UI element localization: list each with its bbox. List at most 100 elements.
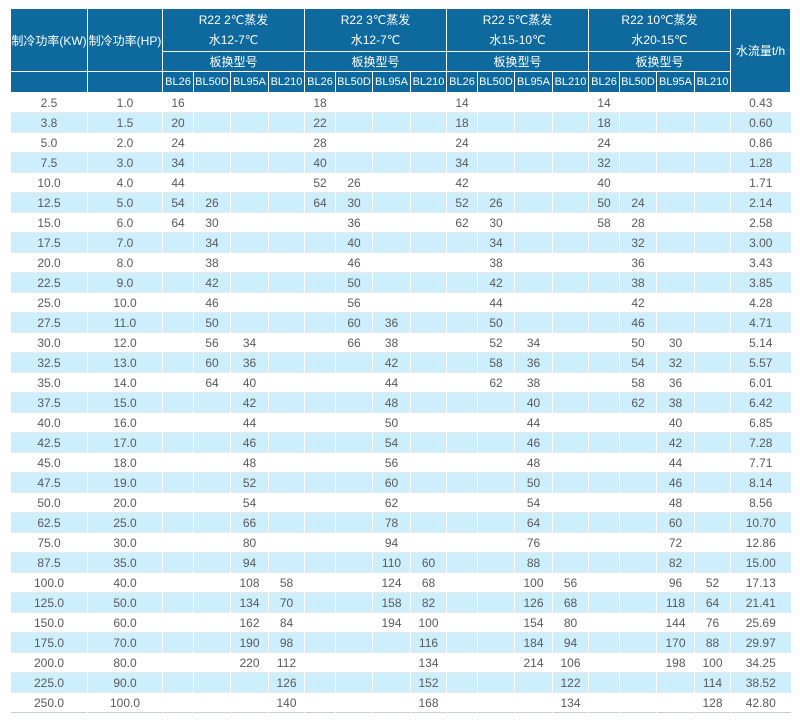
cell-model-value: 54 bbox=[372, 432, 411, 453]
header-group-r22-5c: R22 5℃蒸发 水15-10℃ bbox=[446, 8, 589, 52]
cell-model-value: 18 bbox=[446, 112, 478, 133]
table-row: 2.5 1.0 16 18 14 14 0.43 bbox=[10, 92, 791, 113]
cell-water-flow: 1.28 bbox=[730, 152, 791, 173]
cell-model-value bbox=[193, 672, 231, 693]
cell-cooling-power-kw: 62.5 bbox=[10, 512, 88, 533]
cell-model-value bbox=[335, 592, 373, 613]
cell-water-flow: 0.60 bbox=[730, 112, 791, 133]
cell-model-value bbox=[588, 392, 620, 413]
cell-model-value bbox=[694, 432, 731, 453]
cell-water-flow: 2.58 bbox=[730, 212, 791, 233]
cell-model-value bbox=[230, 192, 269, 213]
group-condition-line2: 水12-7℃ bbox=[208, 33, 259, 47]
cell-model-value bbox=[304, 672, 336, 693]
cell-model-value bbox=[335, 412, 373, 433]
table-row: 45.0 18.0 48 56 48 44 7.71 bbox=[10, 452, 791, 473]
cell-model-value bbox=[588, 672, 620, 693]
cell-model-value: 44 bbox=[656, 452, 695, 473]
cell-model-value bbox=[268, 352, 305, 373]
cell-model-value bbox=[193, 452, 231, 473]
cell-model-value: 54 bbox=[162, 192, 194, 213]
cell-model-value bbox=[446, 512, 478, 533]
cell-model-value: 34 bbox=[230, 332, 269, 353]
table-row: 175.0 70.0 190 98 116 184 94 170 88 29.97 bbox=[10, 632, 791, 653]
group-condition-line1: R22 2℃蒸发 bbox=[198, 13, 269, 27]
table-row: 225.0 90.0 126 152 122 114 38.52 bbox=[10, 672, 791, 693]
cell-model-value bbox=[514, 252, 553, 273]
cell-model-value: 42 bbox=[193, 272, 231, 293]
cell-model-value bbox=[304, 292, 336, 313]
cell-model-value bbox=[230, 172, 269, 193]
cell-water-flow: 5.57 bbox=[730, 352, 791, 373]
cell-model-value bbox=[552, 452, 589, 473]
cell-model-value: 64 bbox=[162, 212, 194, 233]
cell-model-value bbox=[588, 552, 620, 573]
cell-model-value: 194 bbox=[372, 612, 411, 633]
cell-model-value bbox=[446, 392, 478, 413]
cell-water-flow: 3.43 bbox=[730, 252, 791, 273]
cell-model-value bbox=[656, 312, 695, 333]
cell-model-value bbox=[552, 532, 589, 553]
cell-model-value: 40 bbox=[304, 152, 336, 173]
header-model-type: BL50D bbox=[619, 71, 657, 93]
cell-model-value: 100 bbox=[410, 612, 447, 633]
cell-model-value bbox=[193, 652, 231, 673]
cell-cooling-power-hp: 60.0 bbox=[87, 612, 163, 633]
cell-cooling-power-kw: 37.5 bbox=[10, 392, 88, 413]
header-model-label-g3: 板换型号 bbox=[446, 51, 589, 72]
table-row: 12.5 5.0 54 26 64 30 52 26 50 24 2.14 bbox=[10, 192, 791, 213]
table-row: 22.5 9.0 42 50 42 38 3.85 bbox=[10, 272, 791, 293]
table-row: 100.0 40.0 108 58 124 68 100 56 96 52 17.13 bbox=[10, 572, 791, 593]
cell-model-value bbox=[588, 232, 620, 253]
cell-model-value bbox=[552, 152, 589, 173]
cell-cooling-power-hp: 35.0 bbox=[87, 552, 163, 573]
cell-model-value bbox=[268, 212, 305, 233]
cell-model-value bbox=[477, 92, 515, 113]
cell-model-value: 54 bbox=[514, 492, 553, 513]
cell-cooling-power-hp: 11.0 bbox=[87, 312, 163, 333]
cell-model-value bbox=[694, 372, 731, 393]
cell-cooling-power-hp: 14.0 bbox=[87, 372, 163, 393]
cell-model-value bbox=[410, 112, 447, 133]
cell-cooling-power-hp: 8.0 bbox=[87, 252, 163, 273]
cell-model-value: 48 bbox=[230, 452, 269, 473]
cell-model-value bbox=[552, 472, 589, 493]
cell-model-value bbox=[230, 92, 269, 113]
cell-model-value: 66 bbox=[335, 332, 373, 353]
cell-model-value bbox=[552, 512, 589, 533]
cell-model-value bbox=[304, 312, 336, 333]
cell-model-value: 68 bbox=[410, 572, 447, 593]
cell-model-value: 50 bbox=[514, 472, 553, 493]
cell-model-value bbox=[230, 312, 269, 333]
cell-water-flow: 21.41 bbox=[730, 592, 791, 613]
header-model-type: BL210 bbox=[410, 71, 447, 93]
cell-model-value: 52 bbox=[304, 172, 336, 193]
cell-model-value bbox=[268, 232, 305, 253]
cell-model-value bbox=[446, 632, 478, 653]
cell-model-value bbox=[230, 152, 269, 173]
cell-model-value bbox=[230, 292, 269, 313]
cell-model-value: 42 bbox=[446, 172, 478, 193]
cell-cooling-power-hp: 16.0 bbox=[87, 412, 163, 433]
cell-model-value bbox=[335, 612, 373, 633]
cell-model-value: 82 bbox=[410, 592, 447, 613]
cell-model-value bbox=[694, 232, 731, 253]
table-header: 制冷功率(KW) 制冷功率(HP) R22 2℃蒸发 水12-7℃ R22 3℃… bbox=[10, 8, 791, 93]
header-model-type: BL95A bbox=[514, 71, 553, 93]
cell-cooling-power-hp: 19.0 bbox=[87, 472, 163, 493]
cell-model-value bbox=[656, 212, 695, 233]
cell-cooling-power-kw: 35.0 bbox=[10, 372, 88, 393]
cell-model-value bbox=[304, 352, 336, 373]
cell-water-flow: 6.42 bbox=[730, 392, 791, 413]
cell-model-value bbox=[619, 512, 657, 533]
cell-model-value bbox=[588, 452, 620, 473]
cell-model-value bbox=[619, 172, 657, 193]
cell-cooling-power-hp: 100.0 bbox=[87, 692, 163, 713]
cell-model-value bbox=[268, 512, 305, 533]
cell-model-value: 34 bbox=[514, 332, 553, 353]
cell-model-value bbox=[304, 592, 336, 613]
cell-cooling-power-hp: 1.0 bbox=[87, 92, 163, 113]
cell-model-value bbox=[410, 392, 447, 413]
header-model-type: BL95A bbox=[372, 71, 411, 93]
cell-model-value bbox=[410, 352, 447, 373]
